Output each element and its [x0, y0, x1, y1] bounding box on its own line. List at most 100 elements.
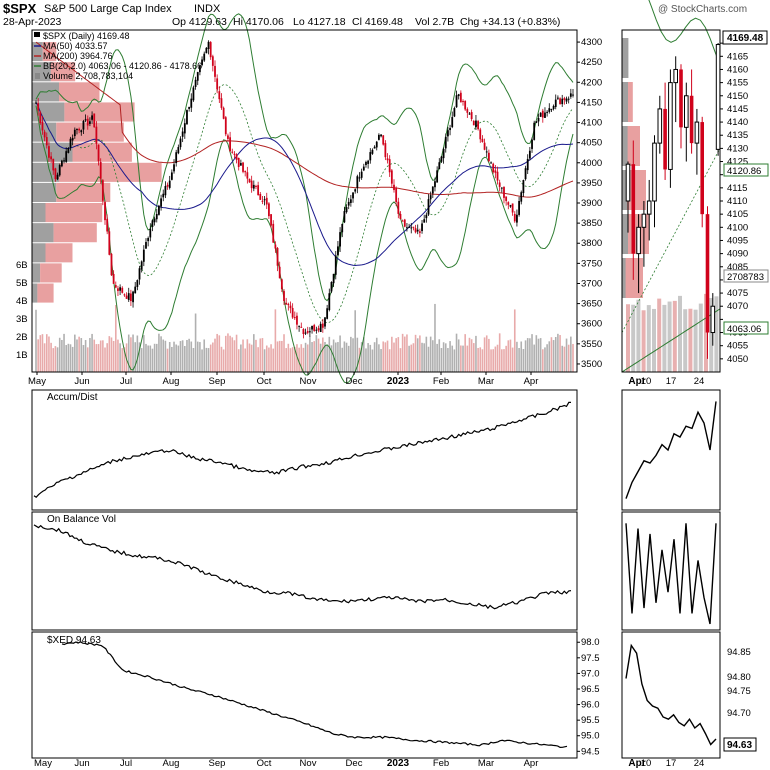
xed-y-tick-label: 94.5 [581, 746, 600, 757]
candle-body [296, 315, 298, 325]
y-tick-label: 3550 [581, 339, 602, 350]
volume-bar [89, 338, 91, 372]
candle-body [349, 199, 352, 203]
volume-bar [58, 337, 61, 372]
badge-xed-last-text: 94.63 [727, 740, 752, 751]
candle-body [367, 160, 370, 164]
volume-bar [343, 341, 346, 372]
volume-bar [41, 334, 44, 372]
volume-bar [283, 334, 285, 372]
volume-bar [130, 337, 132, 372]
index-name: S&P 500 Large Cap Index [44, 3, 172, 15]
candle-body [209, 42, 212, 58]
candle-body [285, 302, 288, 305]
candle-body [257, 185, 260, 196]
volume-bar [501, 349, 503, 372]
candle-body [265, 197, 268, 205]
candle-body [434, 181, 436, 188]
candle-body [365, 161, 367, 166]
volume-bar [250, 344, 253, 372]
volume-bar [127, 334, 130, 372]
candle-body [140, 261, 143, 270]
vbp-down-bar [45, 243, 73, 263]
volume-bar [391, 336, 393, 372]
candle-body [421, 223, 423, 232]
candle-body [91, 115, 93, 120]
candle-body [43, 131, 46, 138]
candle-body [481, 138, 484, 143]
candle-body [339, 232, 341, 247]
xed-x-label: 2023 [387, 758, 410, 769]
candle-body [384, 143, 387, 158]
candle-body [129, 293, 132, 302]
candle-body [276, 248, 279, 266]
volume-bar [526, 338, 529, 372]
volume-bar [414, 334, 417, 372]
side-candle-body [636, 226, 641, 255]
badge-volume-text: 2708783 [727, 272, 764, 283]
side-y-tick-label: 4115 [727, 183, 747, 194]
volume-bar [270, 344, 272, 372]
y-tick-label: 4200 [581, 77, 602, 88]
volume-bar [339, 335, 341, 372]
xed-line [61, 641, 568, 749]
xed-side-x-label: Apr [628, 758, 645, 769]
candle-body [52, 158, 55, 171]
volume-bar [496, 344, 499, 372]
volume-bar [552, 340, 555, 372]
xed-x-label: May [34, 758, 52, 769]
ad-side-line [625, 401, 717, 499]
xed-x-label: Dec [346, 758, 363, 769]
main-frame [31, 29, 578, 373]
candle-body [334, 255, 337, 275]
xed-x-label: Mar [478, 758, 494, 769]
volume-bar [531, 334, 533, 372]
candle-body [248, 178, 251, 183]
volume-bar [171, 346, 173, 372]
badge-last-text: 4169.48 [727, 33, 764, 44]
x-tick-label: Oct [257, 376, 272, 387]
volume-bar [317, 338, 320, 372]
low-value: Lo 4127.18 [293, 16, 346, 28]
candle-body [431, 186, 434, 194]
side-candle-body [679, 69, 683, 128]
volume-bar [503, 349, 505, 372]
candle-body [341, 223, 344, 233]
volume-bar [207, 348, 210, 372]
candle-body [388, 159, 391, 173]
obv-line [33, 524, 572, 610]
candle-body [39, 112, 42, 124]
candle-body [406, 227, 408, 229]
volume-bar [554, 337, 557, 372]
candle-body [371, 149, 374, 154]
candle-body [541, 110, 544, 118]
candle-body [56, 174, 59, 180]
candle-body [106, 218, 109, 232]
candle-body [513, 213, 516, 222]
side-vbp-up-bar [622, 126, 628, 166]
volume-bar [434, 303, 436, 372]
volume-bar [99, 340, 102, 372]
badge-bb-mid: 4120.86 [723, 163, 769, 177]
candle-body [203, 53, 206, 61]
candle-body [181, 131, 184, 137]
candle-body [414, 228, 417, 233]
candle-body [250, 180, 253, 189]
volume-bar [388, 349, 391, 372]
candle-body [418, 231, 421, 233]
candle-body [440, 156, 443, 162]
candle-body [104, 202, 106, 221]
candle-body [500, 187, 503, 189]
volume-bar [319, 343, 322, 372]
volume-bar [158, 333, 160, 372]
side-volume-bar [678, 295, 682, 372]
candle-body [423, 219, 426, 223]
xed-side-tick-label: 94.75 [727, 686, 751, 697]
vbp-down-bar [40, 263, 62, 283]
side-y-tick-label: 4055 [727, 341, 748, 352]
candle-body [155, 213, 158, 220]
candle-body [224, 117, 227, 135]
candle-body [479, 129, 482, 140]
candle-body [127, 293, 130, 300]
xed-side-tick-label: 94.70 [727, 708, 751, 719]
